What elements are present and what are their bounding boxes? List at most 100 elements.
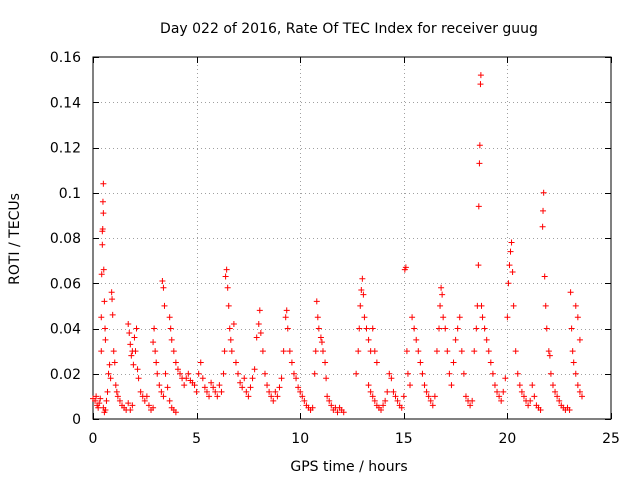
data-point <box>525 402 532 409</box>
data-point <box>111 359 118 366</box>
data-point <box>442 325 449 332</box>
data-point <box>436 325 443 332</box>
data-point <box>103 397 110 404</box>
data-point <box>323 375 330 382</box>
data-point <box>448 382 455 389</box>
data-point <box>132 348 139 355</box>
y-tick-label: 0.1 <box>59 186 81 202</box>
data-point <box>102 325 109 332</box>
data-point <box>356 325 363 332</box>
data-point <box>425 393 432 400</box>
data-point <box>568 325 575 332</box>
data-point <box>504 314 511 321</box>
data-point <box>98 314 105 321</box>
data-point <box>357 302 364 309</box>
data-point <box>438 284 445 291</box>
data-point <box>454 325 461 332</box>
grid-lines <box>93 57 611 419</box>
data-point <box>508 239 515 246</box>
data-point <box>556 397 563 404</box>
data-point <box>371 348 378 355</box>
data-point <box>151 325 158 332</box>
chart-title: Day 022 of 2016, Rate Of TEC Index for r… <box>160 21 538 37</box>
data-point <box>156 382 163 389</box>
data-point <box>369 325 376 332</box>
data-point <box>166 397 173 404</box>
data-point <box>572 302 579 309</box>
data-point <box>340 409 347 416</box>
data-point <box>433 348 440 355</box>
x-tick-label: 25 <box>602 431 620 447</box>
data-point <box>566 406 573 413</box>
data-point <box>129 402 136 409</box>
data-point <box>100 266 107 273</box>
data-point <box>547 370 554 377</box>
x-tick-labels: 0 5 10 15 20 25 <box>89 431 620 447</box>
data-point <box>355 348 362 355</box>
data-point <box>328 402 335 409</box>
data-point <box>113 388 120 395</box>
data-point <box>218 388 225 395</box>
data-point <box>478 302 485 309</box>
data-point <box>390 388 397 395</box>
data-point <box>225 302 232 309</box>
data-point <box>446 370 453 377</box>
data-point <box>386 370 393 377</box>
data-point <box>326 397 333 404</box>
data-point <box>108 289 115 296</box>
data-point <box>222 273 229 280</box>
data-point <box>125 320 132 327</box>
data-point <box>529 382 536 389</box>
data-point <box>431 393 438 400</box>
data-point <box>164 384 171 391</box>
data-point <box>109 296 116 303</box>
data-point <box>282 314 289 321</box>
data-point <box>360 291 367 298</box>
data-point <box>93 393 100 400</box>
data-point <box>450 359 457 366</box>
data-point <box>467 402 474 409</box>
data-point <box>359 275 366 282</box>
data-point <box>313 298 320 305</box>
axis-ticks <box>93 57 612 420</box>
data-point <box>280 348 287 355</box>
data-point <box>476 160 483 167</box>
data-point <box>98 348 105 355</box>
y-tick-label: 0.04 <box>50 322 81 338</box>
data-point <box>502 375 509 382</box>
x-axis-label: GPS time / hours <box>290 459 407 475</box>
data-point <box>334 409 341 416</box>
data-point <box>130 361 137 368</box>
data-point <box>197 359 204 366</box>
data-point <box>134 366 141 373</box>
data-point <box>107 375 114 382</box>
data-point <box>110 348 117 355</box>
data-point <box>288 359 295 366</box>
data-point <box>545 348 552 355</box>
data-point <box>224 284 231 291</box>
data-point <box>160 284 167 291</box>
data-point <box>137 388 144 395</box>
y-tick-labels: 0 0.02 0.04 0.06 0.08 0.1 0.12 0.14 0.16 <box>50 50 81 428</box>
data-point <box>154 370 161 377</box>
data-point <box>367 388 374 395</box>
data-point <box>382 397 389 404</box>
data-point <box>191 382 198 389</box>
data-point <box>520 393 527 400</box>
data-point <box>437 302 444 309</box>
data-point <box>243 388 250 395</box>
data-point <box>256 307 263 314</box>
data-point <box>444 348 451 355</box>
y-axis-label: ROTI / TECUs <box>7 193 23 285</box>
data-point <box>500 388 507 395</box>
data-point <box>162 370 169 377</box>
data-point <box>255 320 262 327</box>
data-point <box>286 348 293 355</box>
data-point <box>251 366 258 373</box>
data-point <box>494 388 501 395</box>
data-point <box>127 406 134 413</box>
data-point <box>114 393 121 400</box>
data-point <box>540 207 547 214</box>
data-point <box>358 287 365 294</box>
data-point <box>309 404 316 411</box>
